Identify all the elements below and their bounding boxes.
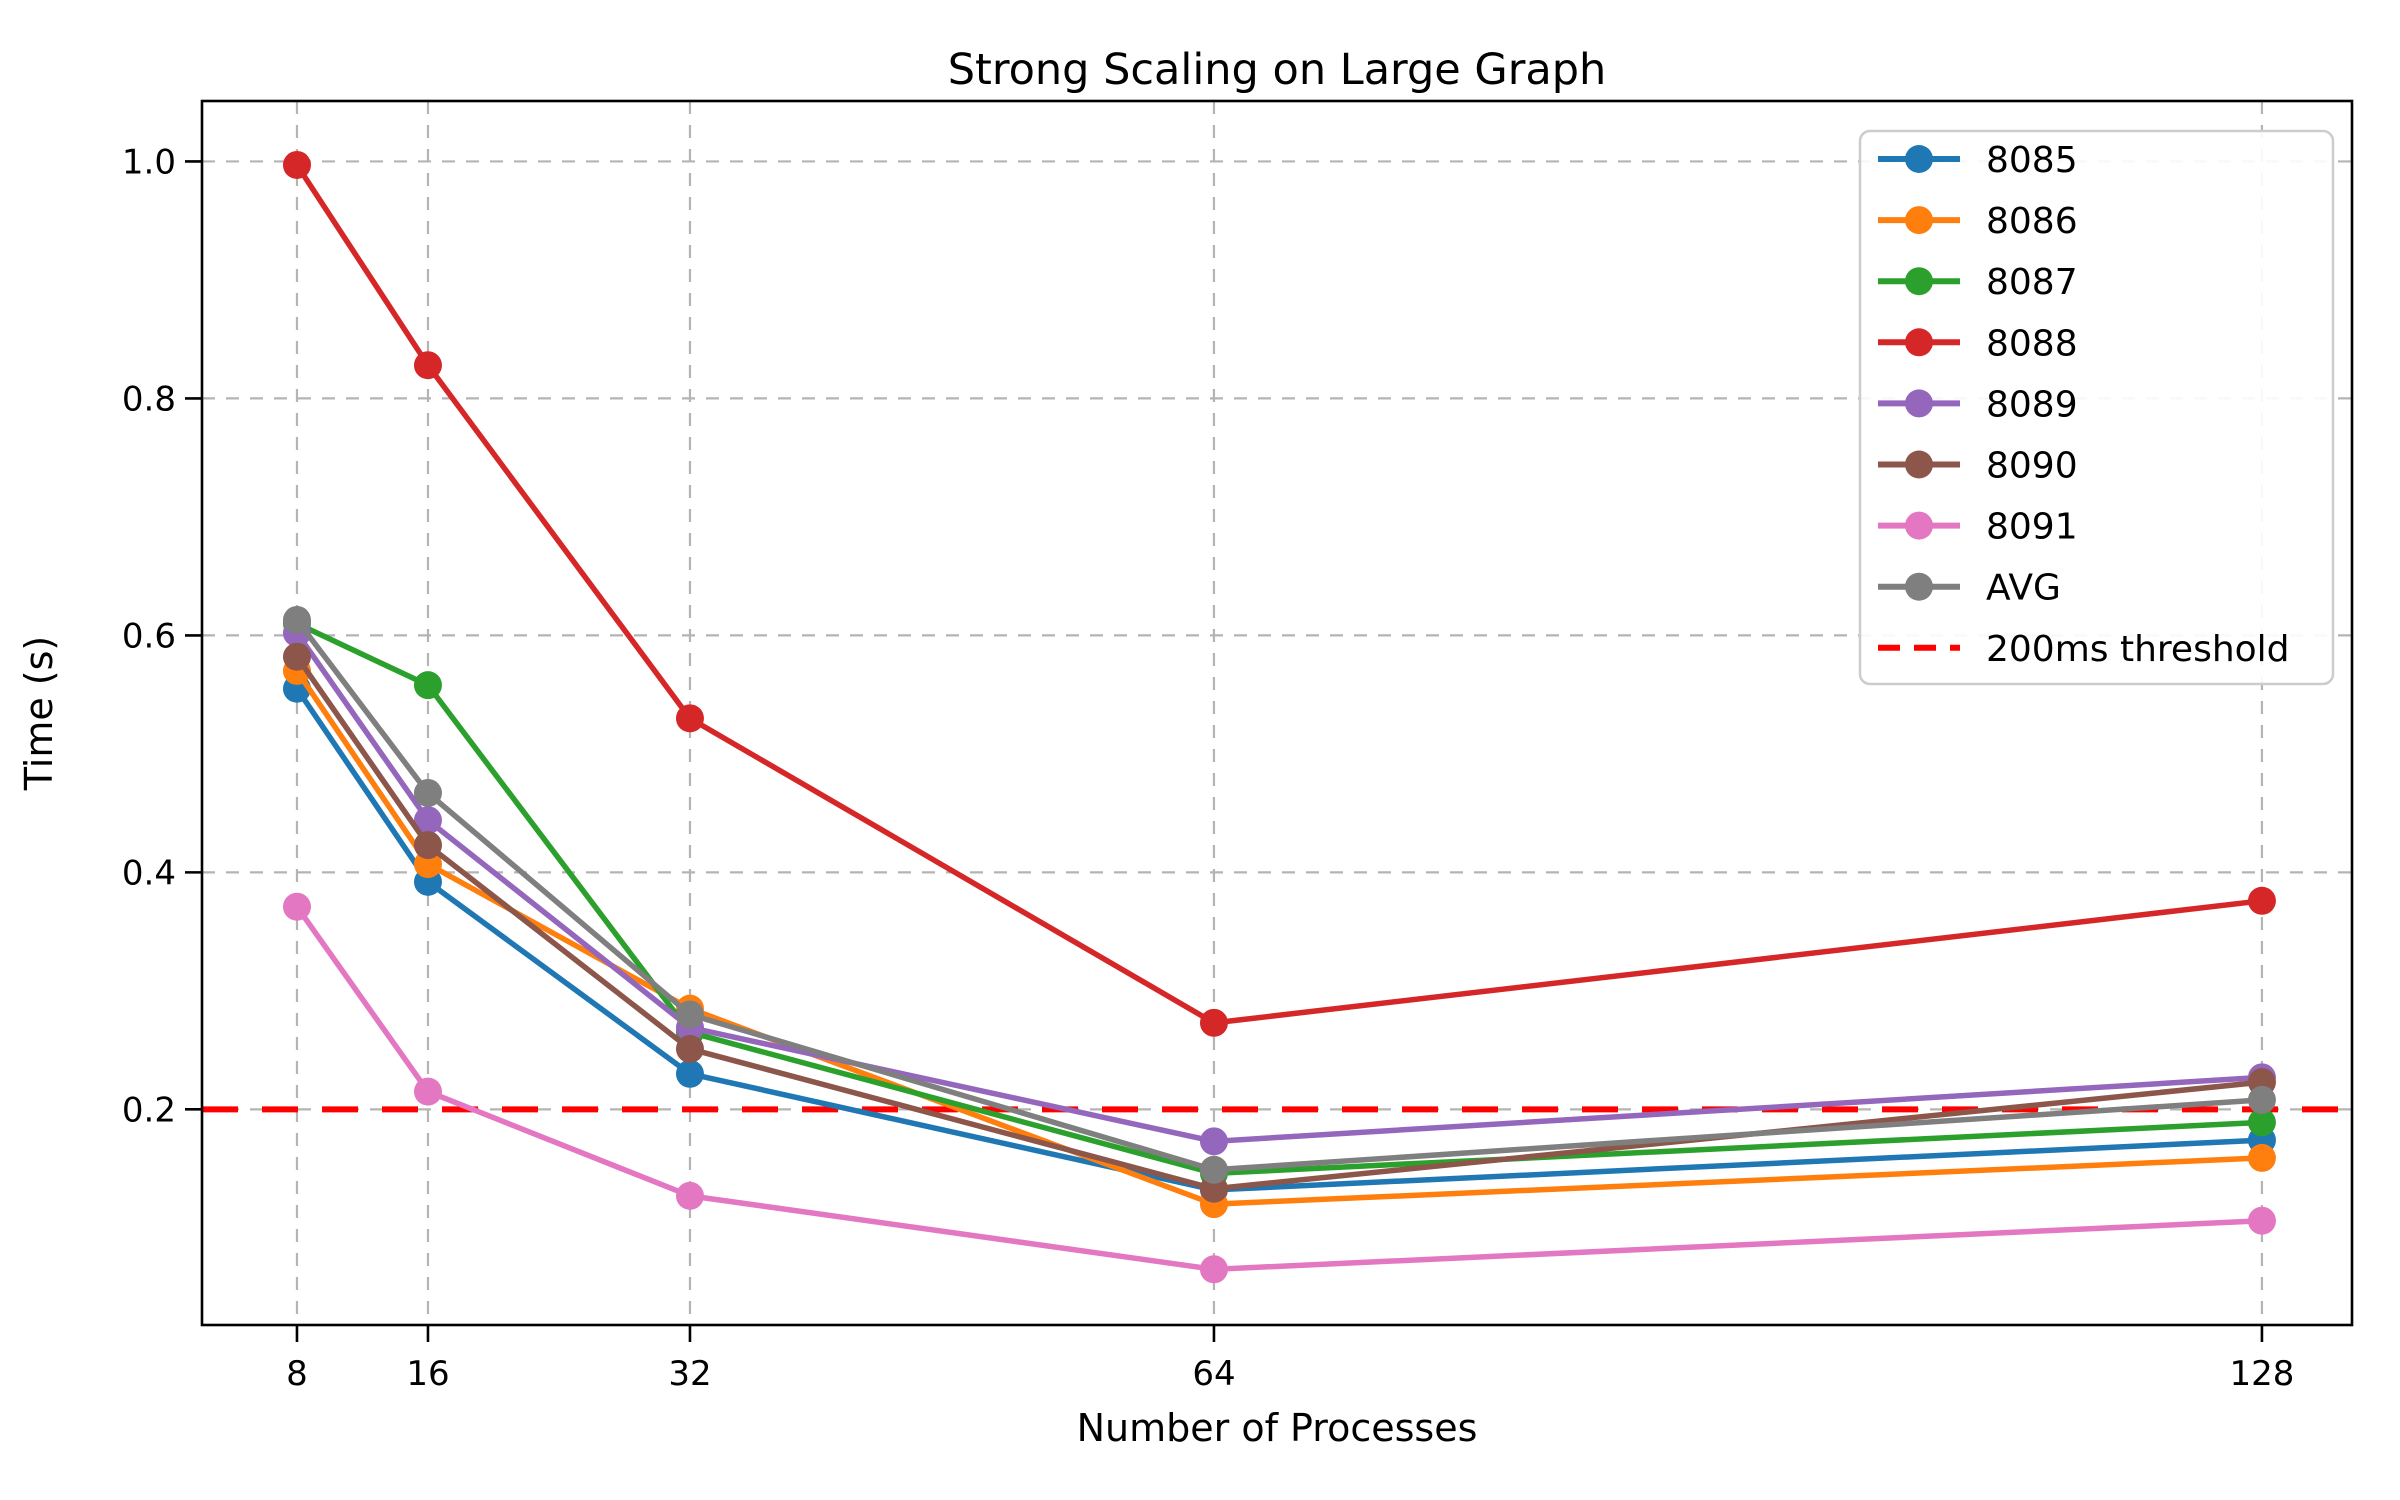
y-tick-label: 0.6 — [122, 616, 176, 656]
series-markers-AVG — [282, 605, 2276, 1184]
axes-spines — [200, 99, 2354, 1327]
y-tick-label: 1.0 — [122, 142, 176, 182]
data-point-8088 — [1199, 1008, 1228, 1037]
y-tick-label: 0.4 — [122, 853, 176, 893]
data-point-8090 — [282, 642, 311, 671]
series-line-8087 — [294, 620, 2265, 1177]
series-line-8089 — [294, 630, 2265, 1145]
legend-item-8090: 8090 — [1878, 446, 2078, 487]
data-point-AVG — [282, 605, 311, 634]
y-tick-label: 0.8 — [122, 379, 176, 419]
data-point-8089 — [1199, 1127, 1228, 1156]
chart-title: Strong Scaling on Large Graph — [948, 45, 1607, 95]
data-point-8088 — [413, 351, 442, 380]
legend-item-8085: 8085 — [1878, 140, 2078, 181]
series-line-AVG — [294, 617, 2265, 1173]
data-point-8091 — [282, 892, 311, 921]
x-tick-label: 8 — [286, 1354, 308, 1394]
data-point-AVG — [413, 778, 442, 807]
series-markers-8088 — [282, 150, 2276, 1037]
x-tick-label: 16 — [406, 1354, 449, 1394]
data-point-8090 — [675, 1034, 704, 1063]
legend-label: 8091 — [1986, 507, 2078, 548]
legend-sample-marker — [1905, 145, 1933, 173]
legend-item-8091: 8091 — [1878, 507, 2078, 548]
legend-item-8088: 8088 — [1878, 323, 2078, 364]
legend-label: 8085 — [1986, 140, 2078, 181]
data-point-8087 — [2247, 1108, 2276, 1137]
legend-box — [1858, 129, 2335, 686]
legend-label: 8086 — [1986, 201, 2078, 242]
legend: 8085 8086 8087 8088 8089 8090 8091 AVG 200ms thr… — [1858, 129, 2335, 686]
data-point-AVG — [1199, 1155, 1228, 1184]
y-tick-label: 0.2 — [122, 1090, 176, 1130]
data-point-8085 — [675, 1059, 704, 1088]
series-markers-8087 — [282, 609, 2276, 1188]
legend-sample-marker — [1905, 389, 1933, 418]
series-layer — [282, 150, 2276, 1284]
x-axis-label: Number of Processes — [1077, 1406, 1478, 1450]
x-tick-label: 128 — [2229, 1354, 2294, 1394]
data-point-8086 — [2247, 1143, 2276, 1172]
data-point-8090 — [413, 831, 442, 860]
legend-sample-marker — [1905, 572, 1933, 601]
series-markers-8091 — [282, 892, 2276, 1284]
legend-item-avg: AVG — [1878, 568, 2061, 609]
legend-sample-marker — [1905, 206, 1933, 235]
legend-label: 8090 — [1986, 446, 2078, 487]
data-point-8088 — [675, 704, 704, 733]
plot-border — [200, 99, 2354, 1327]
y-axis-label: Time (s) — [17, 636, 61, 792]
x-tick-label: 32 — [668, 1354, 711, 1394]
axis-tick-labels: 8 16 32 64 128 0.2 0.4 0.6 0.8 1.0 — [122, 142, 2294, 1394]
legend-sample-marker — [1905, 511, 1933, 540]
data-point-8089 — [413, 806, 442, 835]
data-point-AVG — [2247, 1085, 2276, 1114]
series-line-8091 — [294, 903, 2265, 1273]
legend-sample-marker — [1905, 267, 1933, 296]
legend-label: 8088 — [1986, 323, 2078, 364]
legend-label: AVG — [1986, 568, 2061, 609]
legend-item-8086: 8086 — [1878, 201, 2078, 242]
legend-item-8087: 8087 — [1878, 262, 2078, 303]
data-point-8087 — [413, 671, 442, 700]
data-point-8091 — [675, 1181, 704, 1210]
legend-sample-marker — [1905, 450, 1933, 479]
data-point-8091 — [2247, 1206, 2276, 1235]
axis-ticks — [185, 160, 2264, 1342]
data-point-8088 — [282, 150, 311, 179]
legend-item-8089: 8089 — [1878, 384, 2078, 425]
legend-label: 200ms threshold — [1986, 629, 2290, 670]
data-point-8088 — [2247, 886, 2276, 915]
data-point-8091 — [413, 1077, 442, 1106]
data-point-8091 — [1199, 1255, 1228, 1284]
legend-item-200ms-threshold: 200ms threshold — [1878, 629, 2290, 670]
x-tick-label: 64 — [1192, 1354, 1235, 1394]
data-point-AVG — [675, 1000, 704, 1029]
legend-label: 8087 — [1986, 262, 2078, 303]
legend-sample-marker — [1905, 328, 1933, 357]
legend-label: 8089 — [1986, 384, 2078, 425]
